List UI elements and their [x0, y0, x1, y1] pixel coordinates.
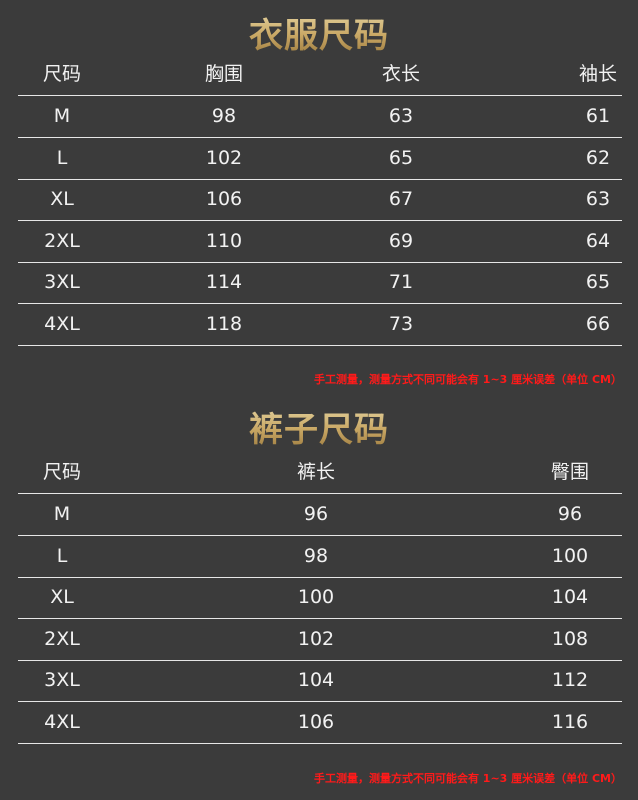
column-header: 胸围: [204, 63, 244, 85]
table-cell: 116: [551, 711, 589, 733]
tops-header-row: 尺码 胸围 衣长 袖长: [18, 53, 622, 96]
pants-table-row: XL 100 104: [18, 576, 622, 620]
table-cell: 98: [211, 105, 237, 127]
column-header: 尺码: [42, 461, 82, 483]
table-cell: 98: [303, 544, 329, 567]
pants-title: 裤子尺码: [0, 402, 638, 451]
tops-table-row: XL 106 67 63: [18, 178, 622, 222]
column-header: 衣长: [381, 63, 421, 85]
table-cell: 100: [297, 586, 335, 609]
table-cell: L: [56, 146, 68, 169]
pants-header-row: 尺码 裤长 臀围: [18, 451, 622, 494]
tops-table-row: 4XL 118 73 66: [18, 303, 622, 346]
tops-table-row: 3XL 114 71 65: [18, 261, 622, 305]
column-header: 尺码: [42, 63, 82, 85]
table-cell: 65: [388, 146, 414, 169]
table-cell: 3XL: [44, 271, 80, 294]
table-cell: 62: [585, 146, 611, 169]
table-cell: 108: [551, 627, 589, 650]
table-cell: 2XL: [44, 627, 80, 650]
table-cell: 104: [297, 669, 335, 692]
table-cell: 118: [205, 313, 243, 335]
table-cell: 106: [205, 188, 243, 211]
table-cell: 96: [557, 503, 583, 525]
table-cell: 61: [585, 105, 611, 127]
table-cell: 65: [585, 271, 611, 294]
table-cell: 4XL: [44, 313, 80, 335]
table-cell: 102: [205, 146, 243, 169]
pants-measurement-note: 手工测量，测量方式不同可能会有 1~3 厘米误差（单位 CM）: [313, 772, 622, 785]
table-cell: 114: [205, 271, 243, 294]
tops-measurement-note: 手工测量，测量方式不同可能会有 1~3 厘米误差（单位 CM）: [313, 373, 622, 386]
table-cell: 63: [388, 105, 414, 127]
table-cell: M: [53, 503, 71, 525]
pants-table-row: L 98 100: [18, 535, 622, 578]
table-cell: 100: [551, 544, 589, 567]
tops-title: 衣服尺码: [0, 8, 638, 57]
table-cell: 73: [388, 313, 414, 335]
table-cell: 110: [205, 229, 243, 252]
table-cell: XL: [50, 188, 74, 211]
tops-table-row: 2XL 110 69 64: [18, 220, 622, 263]
table-cell: 71: [388, 271, 414, 294]
table-cell: 69: [388, 229, 414, 252]
column-header: 袖长: [578, 63, 618, 85]
pants-table-row: 4XL 106 116: [18, 701, 622, 744]
table-cell: 106: [297, 711, 335, 733]
tops-table-row: L 102 65 62: [18, 137, 622, 180]
tops-table-row: M 98 63 61: [18, 95, 622, 138]
table-cell: XL: [50, 586, 74, 609]
pants-table-row: M 96 96: [18, 493, 622, 536]
table-cell: L: [56, 544, 68, 567]
table-cell: 96: [303, 503, 329, 525]
table-cell: 64: [585, 229, 611, 252]
column-header: 裤长: [296, 461, 336, 483]
table-cell: 4XL: [44, 711, 80, 733]
table-cell: 102: [297, 627, 335, 650]
table-cell: 63: [585, 188, 611, 211]
table-cell: 3XL: [44, 669, 80, 692]
table-cell: 112: [551, 669, 589, 692]
column-header: 臀围: [550, 461, 590, 483]
pants-table-row: 2XL 102 108: [18, 618, 622, 661]
table-cell: M: [53, 105, 71, 127]
pants-table-row: 3XL 104 112: [18, 659, 622, 703]
table-cell: 66: [585, 313, 611, 335]
table-cell: 67: [388, 188, 414, 211]
table-cell: 104: [551, 586, 589, 609]
table-cell: 2XL: [44, 229, 80, 252]
